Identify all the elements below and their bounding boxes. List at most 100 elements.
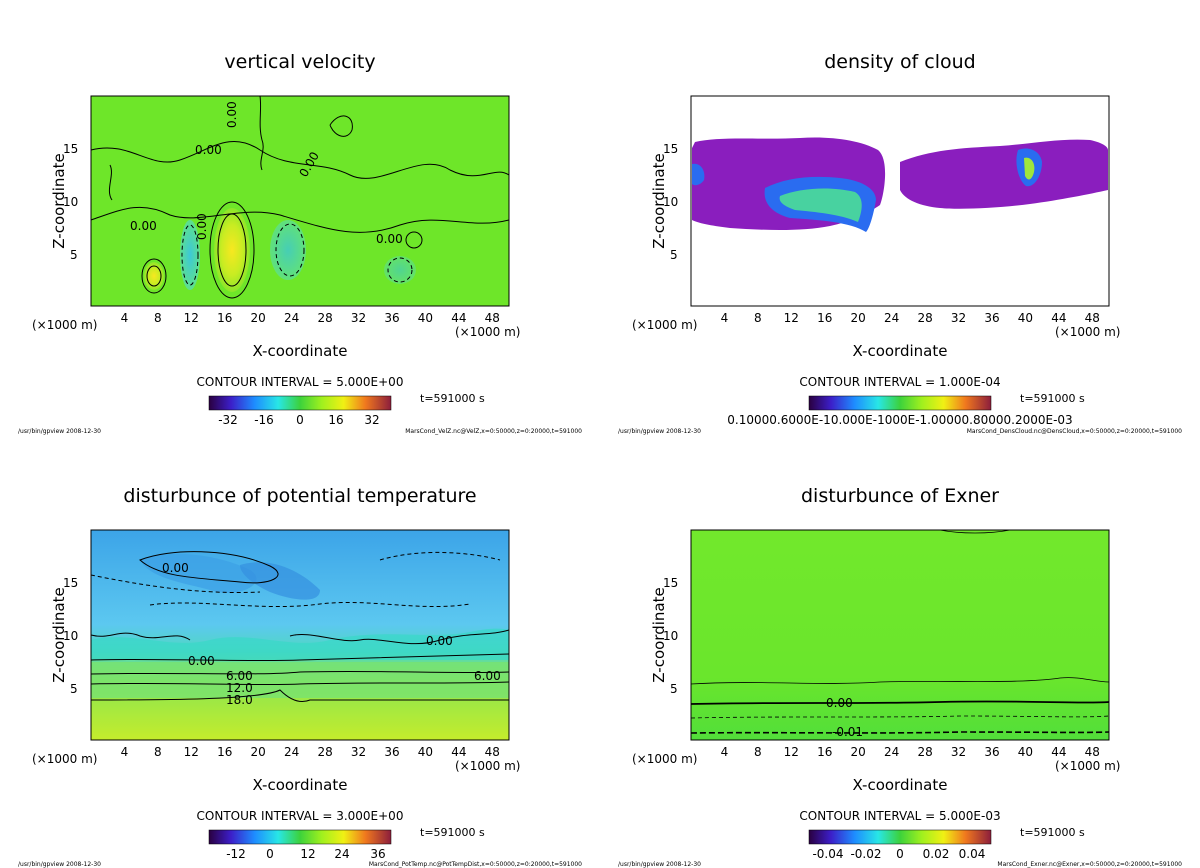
contour-label: 6.00 (226, 669, 253, 683)
x-unit-right: (×1000 m) (455, 759, 520, 773)
colorbar-tick: 0 (896, 847, 904, 861)
colorbar-tick: 12 (300, 847, 315, 861)
y-axis-label: Z-coordinate (650, 587, 668, 682)
panel-density-of-cloud: density of cloud 5 10 15 4 8 12 16 20 24 28 32 3… (618, 51, 1182, 435)
contour-label: 0.00 (426, 634, 453, 648)
contour-label: 6.00 (474, 669, 501, 683)
panel-potential-temperature: disturbunce of potential temperature 0.0… (18, 485, 582, 868)
x-tick: 8 (154, 311, 162, 325)
x-tick: 36 (384, 745, 399, 759)
colorbar-ticks: -12 0 12 24 36 (226, 847, 385, 861)
colorbar-tick: 0 (266, 847, 274, 861)
colorbar (808, 395, 992, 411)
y-tick: 5 (70, 682, 78, 696)
x-tick: 4 (721, 311, 729, 325)
colorbar-tick: -12 (226, 847, 246, 861)
colorbar-ticks: -0.04 -0.02 0 0.02 0.04 (812, 847, 985, 861)
contour-label: 0.00 (195, 213, 209, 240)
x-unit-left: (×1000 m) (32, 752, 97, 766)
time-label: t=591000 s (420, 392, 485, 405)
x-tick-labels: 4 8 12 16 20 24 28 32 36 40 44 48 (721, 745, 1100, 759)
cloud-cell-inner (1024, 157, 1035, 180)
x-tick: 4 (721, 745, 729, 759)
plot-area (690, 95, 1110, 307)
x-axis-label: X-coordinate (253, 776, 348, 794)
colorbar (208, 395, 392, 411)
footer-right: MarsCond_Exner.nc@Exner,x=0:50000,z=0:20… (997, 861, 1182, 868)
colorbar-tick: -0.04 (812, 847, 843, 861)
x-tick: 40 (418, 311, 433, 325)
x-tick: 28 (917, 745, 932, 759)
chart-title: disturbunce of Exner (801, 485, 999, 507)
cold-patch (240, 562, 320, 600)
colorbar-ticks: -32 -16 0 16 32 (218, 413, 379, 427)
colorbar-tick: 24 (334, 847, 349, 861)
contour-lines (90, 551, 510, 703)
warm-band (91, 662, 509, 698)
plot-frame (90, 529, 510, 741)
x-tick: 48 (1085, 745, 1100, 759)
x-tick-labels: 4 8 12 16 20 24 28 32 36 40 44 48 (721, 311, 1100, 325)
x-tick: 36 (984, 311, 999, 325)
x-tick: 48 (1085, 311, 1100, 325)
x-tick: 20 (851, 311, 866, 325)
colorbar-tick: -0.02 (850, 847, 881, 861)
x-unit-left: (×1000 m) (32, 318, 97, 332)
x-tick: 16 (817, 745, 832, 759)
cloud-edge-cell (692, 163, 705, 186)
contour-label: 18.0 (226, 693, 253, 707)
x-tick: 44 (451, 745, 466, 759)
x-tick: 24 (884, 745, 899, 759)
contour-lines (690, 529, 1110, 734)
colorbar-tick: 0 (296, 413, 304, 427)
x-unit-left: (×1000 m) (632, 318, 697, 332)
x-tick: 8 (754, 745, 762, 759)
chart-title: vertical velocity (224, 51, 375, 73)
x-tick: 12 (784, 311, 799, 325)
x-tick: 40 (1018, 311, 1033, 325)
downdraft-left (180, 220, 200, 290)
downdraft-right (270, 220, 306, 280)
x-tick: 48 (485, 745, 500, 759)
x-unit-right: (×1000 m) (455, 325, 520, 339)
x-tick: 20 (251, 311, 266, 325)
x-tick: 12 (784, 745, 799, 759)
x-tick: 20 (251, 745, 266, 759)
cloud-layer-right (900, 139, 1108, 209)
y-tick: 10 (663, 195, 678, 209)
x-tick: 4 (121, 311, 129, 325)
contour-interval: CONTOUR INTERVAL = 1.000E-04 (799, 375, 1000, 389)
contour-interval: CONTOUR INTERVAL = 5.000E+00 (197, 375, 404, 389)
colorbar-tick: 32 (364, 413, 379, 427)
downdraft-far (384, 256, 416, 284)
footer-right: MarsCond_PotTemp.nc@PotTempDist,x=0:5000… (369, 861, 582, 868)
x-axis-label: X-coordinate (253, 342, 348, 360)
x-axis-label: X-coordinate (853, 776, 948, 794)
x-tick: 12 (184, 311, 199, 325)
x-tick: 36 (384, 311, 399, 325)
colorbar-tick: -32 (218, 413, 238, 427)
contour-label: 0.00 (376, 232, 403, 246)
contour-label: -0.01 (832, 725, 863, 739)
x-tick: 32 (351, 745, 366, 759)
x-axis-label: X-coordinate (853, 342, 948, 360)
chart-title: density of cloud (824, 51, 976, 73)
x-tick: 40 (418, 745, 433, 759)
contour-lines (90, 95, 510, 299)
y-tick-labels: 5 10 15 (663, 142, 678, 262)
contour-label: 0.00 (162, 561, 189, 575)
y-tick: 10 (63, 195, 78, 209)
x-tick: 16 (217, 311, 232, 325)
x-tick: 28 (317, 311, 332, 325)
cloud-core-inner (779, 188, 862, 222)
colorbar (208, 829, 392, 845)
colorbar-tick: 0.10000.6000E-10.000E-1000E-1.00000.8000… (727, 413, 1072, 427)
contour-interval: CONTOUR INTERVAL = 3.000E+00 (197, 809, 404, 823)
y-tick: 5 (670, 248, 678, 262)
x-tick: 24 (284, 745, 299, 759)
contour-label: 0.00 (826, 696, 853, 710)
contour-label: 12.0 (226, 681, 253, 695)
y-tick: 10 (663, 629, 678, 643)
y-tick: 5 (70, 248, 78, 262)
x-tick: 44 (1051, 311, 1066, 325)
